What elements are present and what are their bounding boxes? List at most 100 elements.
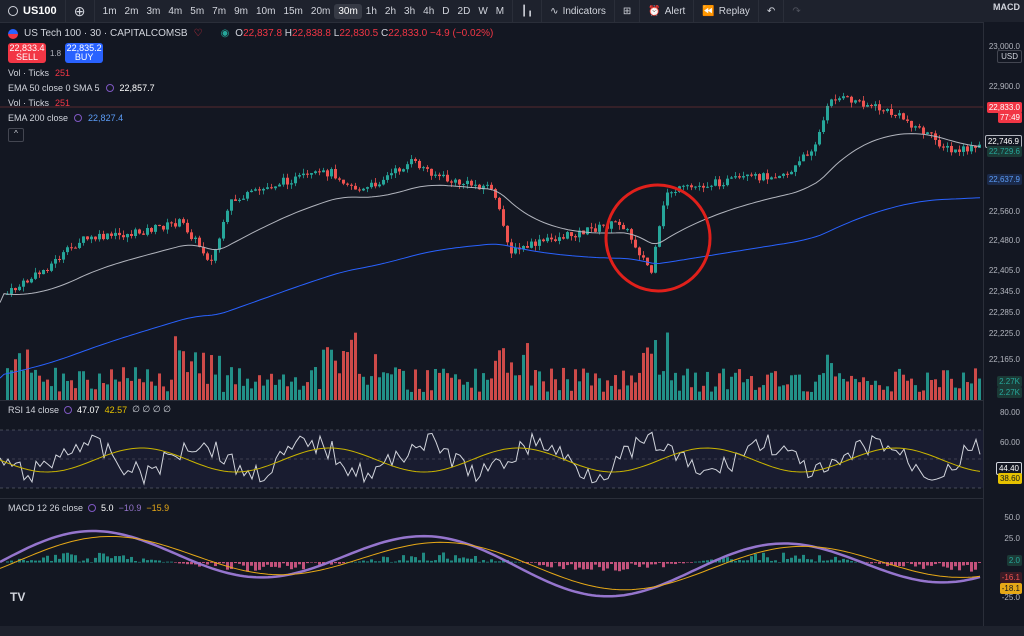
- macd-histogram-bar: [38, 560, 41, 563]
- candle: [574, 236, 577, 238]
- volume-bar: [398, 369, 401, 400]
- macd-histogram-bar: [78, 561, 81, 563]
- compare-add-button[interactable]: ⊕: [66, 0, 95, 22]
- layouts-button[interactable]: ⊞: [615, 0, 641, 22]
- timeframe-M[interactable]: M: [495, 5, 505, 17]
- volume-bar: [606, 380, 609, 400]
- macd-histogram-bar: [362, 560, 365, 563]
- volume-bar: [42, 381, 45, 400]
- macd-histogram-bar: [686, 562, 689, 563]
- macd-histogram-bar: [742, 560, 745, 563]
- top-toolbar: US100 ⊕ 1m 2m 3m 4m 5m 7m 9m 10m 15m 20m 30m 1h 2h 3h…: [0, 0, 1024, 23]
- timeframe-5m[interactable]: 5m: [190, 5, 205, 17]
- volume-bar: [230, 367, 233, 400]
- macd-histogram-bar: [330, 562, 333, 565]
- currency-label[interactable]: USD: [997, 50, 1022, 63]
- indicator-volume[interactable]: Vol · Ticks 251: [8, 68, 71, 78]
- timeframe-15m[interactable]: 15m: [283, 5, 303, 17]
- timeframe-10m[interactable]: 10m: [255, 5, 276, 17]
- sell-button[interactable]: 22,833.4 SELL: [8, 43, 46, 63]
- symbol-search[interactable]: US100: [0, 0, 66, 22]
- timeframe-4h[interactable]: 4h: [423, 5, 435, 17]
- timeframe-1h[interactable]: 1h: [365, 5, 377, 17]
- indicator-ema50[interactable]: EMA 50 close 0 SMA 5 22,857.7: [8, 83, 155, 93]
- price-axis[interactable]: USD 23,000.0 22,900.0 22,560.0 22,480.0 22,4…: [983, 22, 1024, 636]
- pane-divider[interactable]: [0, 498, 984, 499]
- volume-bar: [806, 391, 809, 400]
- macd-histogram-bar: [626, 562, 629, 570]
- timeframe-W[interactable]: W: [478, 5, 488, 17]
- candle: [378, 184, 381, 187]
- macd-histogram-bar: [338, 562, 341, 564]
- candle: [118, 232, 121, 236]
- indicators-button[interactable]: ∿ Indicators: [542, 0, 615, 22]
- timeframe-30m[interactable]: 30m: [334, 3, 362, 19]
- candle: [410, 159, 413, 165]
- macd-histogram-bar: [286, 562, 289, 566]
- macd-legend[interactable]: MACD 12 26 close 5.0 −10.9 −15.9: [8, 503, 170, 513]
- rsi-legend[interactable]: RSI 14 close 47.07 42.57 ∅ ∅ ∅ ∅: [8, 404, 171, 415]
- heart-icon[interactable]: ♡: [193, 28, 203, 39]
- volume-bar: [718, 373, 721, 400]
- candle: [806, 154, 809, 156]
- timeframe-2D[interactable]: 2D: [457, 5, 471, 17]
- volume-bar: [266, 379, 269, 400]
- volume-bar: [430, 390, 433, 400]
- ema200-line: [0, 197, 981, 379]
- undo-button[interactable]: ↶: [759, 0, 785, 22]
- candle: [114, 232, 117, 236]
- volume-bar: [326, 347, 329, 400]
- ema200-tag: 22,637.9: [986, 174, 1022, 185]
- volume-bar: [250, 388, 253, 400]
- candle: [878, 104, 881, 111]
- candle: [110, 233, 113, 236]
- volume-bar: [598, 378, 601, 400]
- timeframe-7m[interactable]: 7m: [212, 5, 227, 17]
- chart-type-button[interactable]: ┃╻: [513, 0, 543, 22]
- volume-bar: [494, 360, 497, 400]
- redo-button[interactable]: ↷: [784, 0, 808, 22]
- timeframe-2h[interactable]: 2h: [384, 5, 397, 17]
- volume-bar: [98, 373, 101, 400]
- ema50-line: [0, 133, 981, 303]
- volume-bar: [254, 381, 257, 400]
- candle: [822, 120, 825, 132]
- volume-bar: [190, 361, 193, 400]
- instrument-title[interactable]: US Tech 100 · 30 · CAPITALCOMSB: [24, 28, 188, 39]
- macd-histogram-bar: [258, 562, 261, 570]
- candle: [234, 199, 237, 201]
- tradingview-logo-icon[interactable]: TV: [10, 590, 26, 604]
- timeframe-D[interactable]: D: [442, 5, 450, 17]
- macd-histogram-bar: [526, 562, 529, 564]
- macd-histogram-bar: [970, 562, 973, 572]
- timeframe-1m[interactable]: 1m: [102, 5, 117, 17]
- timeframe-20m[interactable]: 20m: [310, 5, 331, 17]
- volume-bar: [846, 381, 849, 400]
- timeframe-3m[interactable]: 3m: [146, 5, 161, 17]
- candle: [738, 176, 741, 178]
- macd-histogram-bar: [150, 559, 153, 563]
- price-chart[interactable]: [0, 22, 984, 626]
- alert-button[interactable]: ⏰ Alert: [640, 0, 695, 22]
- macd-histogram-bar: [962, 562, 965, 566]
- volume-bar: [374, 354, 377, 400]
- macd-histogram-bar: [410, 556, 413, 563]
- candle: [762, 173, 765, 181]
- replay-button[interactable]: ⏪ Replay: [694, 0, 759, 22]
- macd-histogram-bar: [378, 561, 381, 563]
- candle: [398, 168, 401, 172]
- timeframe-2m[interactable]: 2m: [124, 5, 139, 17]
- volume-bar: [402, 370, 405, 400]
- buy-button[interactable]: 22,835.2 BUY: [65, 43, 104, 63]
- timeframe-4m[interactable]: 4m: [168, 5, 183, 17]
- collapse-legend-button[interactable]: ^: [8, 128, 24, 142]
- macd-histogram-bar: [514, 561, 517, 563]
- timeframe-9m[interactable]: 9m: [234, 5, 248, 17]
- macd-tab[interactable]: MACD: [993, 2, 1020, 12]
- timeframe-3h[interactable]: 3h: [404, 5, 416, 17]
- macd-histogram-bar: [738, 559, 741, 563]
- indicator-ema200[interactable]: EMA 200 close 22,827.4: [8, 113, 124, 123]
- indicator-volume-2[interactable]: Vol · Ticks 251: [8, 98, 71, 108]
- candle: [450, 181, 453, 183]
- pane-divider[interactable]: [0, 400, 984, 401]
